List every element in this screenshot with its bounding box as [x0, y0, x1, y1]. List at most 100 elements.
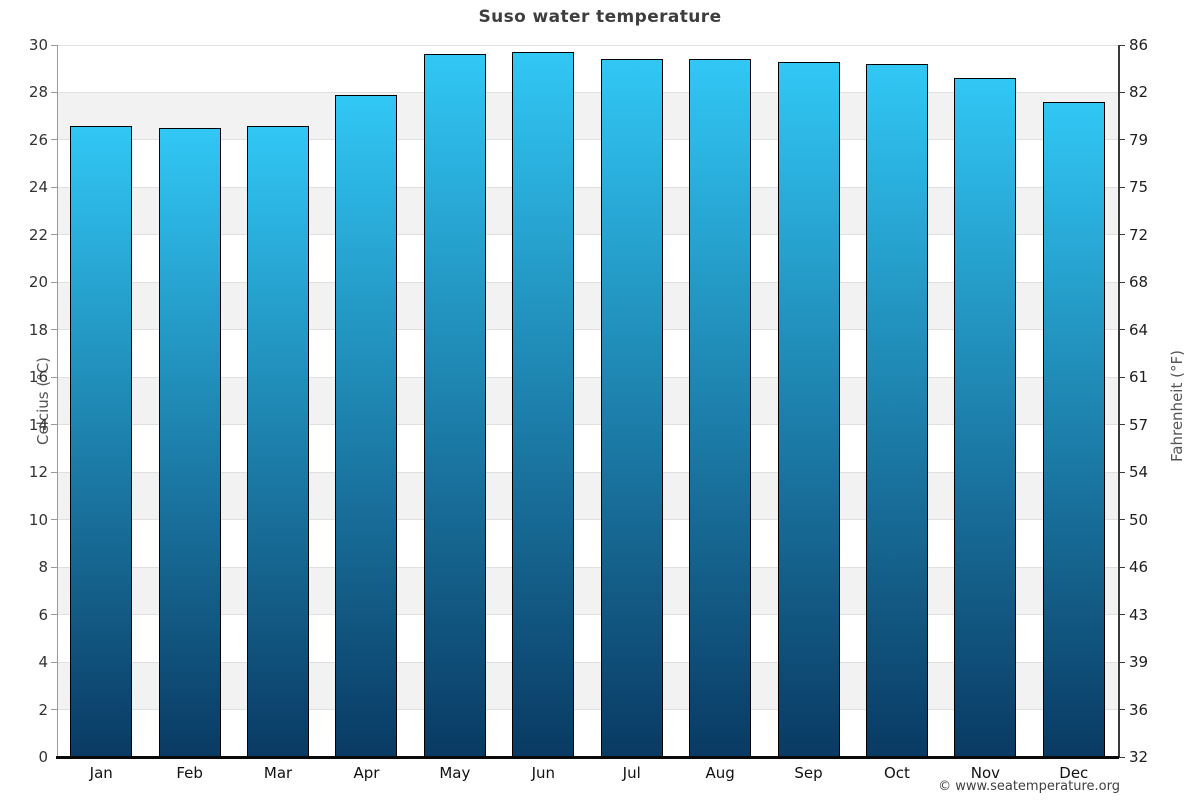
- month-label-may: May: [439, 764, 471, 782]
- plot-band: [57, 187, 1118, 235]
- fahrenheit-tickmark: [1119, 661, 1125, 663]
- celsius-tick-8: 8: [38, 558, 48, 577]
- month-label-jun: Jun: [531, 764, 555, 782]
- celsius-tick-30: 30: [28, 36, 48, 54]
- plot-band: [57, 377, 1118, 425]
- celsius-tick-14: 14: [28, 415, 48, 434]
- fahrenheit-tick-32: 32: [1129, 748, 1149, 766]
- gridline: [57, 424, 1118, 426]
- fahrenheit-tickmark: [1119, 756, 1125, 758]
- bar-sep: [777, 61, 840, 757]
- y-axis-label-fahrenheit: Fahrenheit (°F): [1168, 350, 1186, 462]
- celsius-tickmark: [51, 44, 57, 46]
- gridline: [57, 614, 1118, 616]
- celsius-tickmark: [51, 281, 57, 283]
- gridline: [57, 329, 1118, 331]
- fahrenheit-tickmark: [1119, 139, 1125, 141]
- bar-dec: [1042, 101, 1105, 757]
- gridline: [57, 91, 1118, 93]
- month-label-sep: Sep: [794, 764, 823, 782]
- month-label-jan: Jan: [89, 764, 113, 782]
- celsius-tickmark: [51, 471, 57, 473]
- fahrenheit-tick-82: 82: [1129, 83, 1149, 102]
- gridline: [57, 44, 1118, 46]
- chart-title: Suso water temperature: [478, 7, 722, 27]
- right-axis-line: [1118, 45, 1120, 757]
- fahrenheit-tick-39: 39: [1129, 653, 1149, 672]
- fahrenheit-tickmark: [1119, 709, 1125, 711]
- celsius-tickmark: [51, 376, 57, 378]
- bar-mar: [247, 125, 310, 757]
- month-label-feb: Feb: [176, 764, 203, 782]
- bar-jan: [70, 125, 133, 757]
- celsius-tick-18: 18: [28, 320, 48, 339]
- celsius-tickmark: [51, 519, 57, 521]
- fahrenheit-tick-86: 86: [1129, 36, 1149, 54]
- fahrenheit-tickmark: [1119, 91, 1125, 93]
- celsius-tickmark: [51, 139, 57, 141]
- celsius-tick-26: 26: [28, 130, 48, 149]
- fahrenheit-tickmark: [1119, 566, 1125, 568]
- fahrenheit-tickmark: [1119, 329, 1125, 331]
- fahrenheit-tickmark: [1119, 234, 1125, 236]
- fahrenheit-tickmark: [1119, 614, 1125, 616]
- month-label-jul: Jul: [622, 764, 641, 782]
- celsius-tickmark: [51, 709, 57, 711]
- bar-may: [423, 54, 486, 757]
- celsius-tick-24: 24: [28, 178, 48, 197]
- fahrenheit-tick-61: 61: [1129, 368, 1149, 387]
- plot-band: [57, 92, 1118, 140]
- fahrenheit-tick-43: 43: [1129, 605, 1149, 624]
- celsius-tick-22: 22: [28, 225, 48, 244]
- gridline: [57, 661, 1118, 663]
- plot-band: [57, 662, 1118, 710]
- celsius-tickmark: [51, 661, 57, 663]
- celsius-tickmark: [51, 329, 57, 331]
- celsius-tickmark: [51, 424, 57, 426]
- month-label-mar: Mar: [263, 764, 293, 782]
- plot-band: [57, 567, 1118, 615]
- month-label-aug: Aug: [705, 764, 735, 782]
- fahrenheit-tick-75: 75: [1129, 178, 1149, 197]
- bar-feb: [158, 128, 221, 757]
- left-axis-line: [57, 45, 58, 757]
- fahrenheit-tick-64: 64: [1129, 320, 1149, 339]
- month-label-nov: Nov: [970, 764, 1000, 782]
- celsius-tickmark: [51, 566, 57, 568]
- gridline: [57, 139, 1118, 141]
- bar-nov: [954, 78, 1017, 757]
- gridline: [57, 709, 1118, 711]
- fahrenheit-tick-50: 50: [1129, 510, 1149, 529]
- fahrenheit-tick-72: 72: [1129, 225, 1149, 244]
- fahrenheit-tickmark: [1119, 376, 1125, 378]
- gridline: [57, 376, 1118, 378]
- fahrenheit-tick-46: 46: [1129, 558, 1149, 577]
- celsius-tick-4: 4: [38, 653, 48, 672]
- celsius-tickmark: [51, 186, 57, 188]
- month-label-dec: Dec: [1059, 764, 1089, 782]
- bar-aug: [689, 59, 752, 757]
- gridline: [57, 234, 1118, 236]
- fahrenheit-tick-68: 68: [1129, 273, 1149, 292]
- fahrenheit-tickmark: [1119, 519, 1125, 521]
- plot-band: [57, 472, 1118, 520]
- celsius-tick-12: 12: [28, 463, 48, 482]
- gridline: [57, 281, 1118, 283]
- celsius-tick-16: 16: [28, 368, 48, 387]
- fahrenheit-tickmark: [1119, 186, 1125, 188]
- celsius-tickmark: [51, 91, 57, 93]
- copyright-text: © www.seatemperature.org: [938, 779, 1120, 794]
- gridline: [57, 519, 1118, 521]
- bar-jun: [512, 52, 575, 757]
- celsius-tick-28: 28: [28, 83, 48, 102]
- fahrenheit-tickmark: [1119, 44, 1125, 46]
- celsius-tickmark: [51, 234, 57, 236]
- fahrenheit-tick-57: 57: [1129, 415, 1149, 434]
- fahrenheit-tickmark: [1119, 424, 1125, 426]
- month-label-apr: Apr: [353, 764, 380, 782]
- x-axis-baseline: [56, 756, 1119, 759]
- bar-jul: [600, 59, 663, 757]
- bar-oct: [865, 63, 928, 757]
- plot-band: [57, 282, 1118, 330]
